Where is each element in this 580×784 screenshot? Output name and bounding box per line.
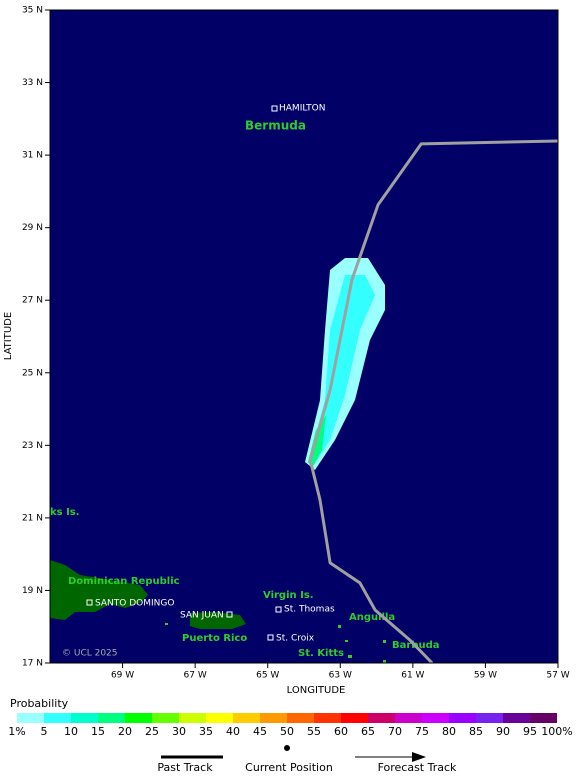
legend-tick-label: 60	[334, 725, 348, 738]
legend-swatch	[233, 713, 260, 723]
legend-tick-label: 20	[118, 725, 132, 738]
place-label: SAN JUAN	[180, 611, 224, 621]
forecast-arrow	[412, 752, 426, 762]
legend-swatch	[125, 713, 152, 723]
x-tick-label: 61 W	[401, 671, 424, 681]
legend-swatch	[395, 713, 422, 723]
legend-tick-label: 25	[145, 725, 159, 738]
legend-swatch	[422, 713, 449, 723]
legend-tick-label: 70	[388, 725, 402, 738]
y-tick-label: 19 N	[22, 586, 43, 596]
place-label: Anguilla	[349, 612, 395, 623]
legend-swatch	[530, 713, 557, 723]
small-islands	[165, 623, 386, 663]
legend-swatch	[179, 713, 206, 723]
place-label: Dominican Republic	[68, 576, 180, 587]
track-line	[308, 139, 559, 461]
legend-swatch	[314, 713, 341, 723]
copyright: © UCL 2025	[62, 649, 118, 659]
city-marker	[271, 105, 278, 112]
place-label: St. Thomas	[284, 605, 335, 615]
legend-tick-label: 15	[91, 725, 105, 738]
legend-swatch	[152, 713, 179, 723]
place-label: Bermuda	[245, 119, 306, 133]
legend-swatch	[260, 713, 287, 723]
legend-tick-label: 65	[361, 725, 375, 738]
legend-swatch	[44, 713, 71, 723]
y-tick-label: 29 N	[22, 223, 43, 233]
legend-title: Probability	[10, 697, 69, 710]
y-tick-label: 31 N	[22, 151, 43, 161]
legend-tick-label: 100%	[541, 725, 572, 738]
place-label: HAMILTON	[279, 104, 325, 114]
place-label: SANTO DOMINGO	[95, 599, 174, 609]
legend-tick-label: 45	[253, 725, 267, 738]
x-tick-label: 67 W	[184, 671, 207, 681]
legend-swatch	[503, 713, 530, 723]
islet	[383, 640, 386, 643]
legend-swatch	[98, 713, 125, 723]
legend-label: Forecast Track	[378, 761, 457, 774]
legend-label: Current Position	[245, 761, 333, 774]
x-tick-label: 59 W	[474, 671, 497, 681]
legend-tick-label: 5	[41, 725, 48, 738]
map-area	[50, 10, 558, 663]
legend-swatch	[341, 713, 368, 723]
legend-swatch	[368, 713, 395, 723]
islet	[348, 655, 352, 658]
x-tick-label: 65 W	[256, 671, 279, 681]
city-marker	[226, 611, 233, 618]
place-label: St. Croix	[276, 634, 315, 644]
legend-tick-label: 90	[496, 725, 510, 738]
y-tick-label: 23 N	[22, 441, 43, 451]
legend-tick-label: 40	[226, 725, 240, 738]
legend-swatch	[449, 713, 476, 723]
track-line	[308, 459, 434, 665]
place-label: Virgin Is.	[263, 590, 314, 601]
islet	[383, 660, 386, 663]
legend-tick-label: 30	[172, 725, 186, 738]
y-axis-title: LATITUDE	[3, 312, 14, 360]
legend-tick-label: 95	[523, 725, 537, 738]
x-tick-label: 69 W	[111, 671, 134, 681]
y-tick-label: 25 N	[22, 368, 43, 378]
x-tick-label: 57 W	[546, 671, 569, 681]
map-frame	[49, 9, 559, 664]
legend-tick-label: 35	[199, 725, 213, 738]
legend-tick-label: 10	[64, 725, 78, 738]
legend-tick-label: 80	[442, 725, 456, 738]
islet	[165, 623, 168, 625]
legend-swatch	[17, 713, 44, 723]
hispaniola	[50, 560, 148, 620]
legend-tick-label: 1%	[8, 725, 25, 738]
x-axis-title: LONGITUDE	[287, 685, 346, 696]
place-label: St. Kitts	[298, 648, 344, 659]
current-position-key	[284, 745, 290, 751]
legend-tick-label: 50	[280, 725, 294, 738]
legend-tick-label: 55	[307, 725, 321, 738]
city-marker	[86, 599, 93, 606]
legend-swatch	[206, 713, 233, 723]
y-tick-label: 27 N	[22, 296, 43, 306]
y-tick-label: 17 N	[22, 659, 43, 669]
legend-tick-label: 75	[415, 725, 429, 738]
islet	[338, 625, 341, 628]
x-tick-label: 63 W	[329, 671, 352, 681]
legend-swatch	[476, 713, 503, 723]
place-label: Puerto Rico	[182, 633, 247, 644]
legend-swatch	[71, 713, 98, 723]
legend-swatch	[287, 713, 314, 723]
legend-label: Past Track	[157, 761, 213, 774]
islet	[345, 640, 348, 642]
y-tick-label: 33 N	[22, 78, 43, 88]
y-tick-label: 35 N	[22, 6, 43, 16]
city-marker	[275, 606, 282, 613]
place-label: ks Is.	[50, 507, 80, 518]
city-marker	[267, 634, 274, 641]
y-tick-label: 21 N	[22, 513, 43, 523]
legend-tick-label: 85	[469, 725, 483, 738]
